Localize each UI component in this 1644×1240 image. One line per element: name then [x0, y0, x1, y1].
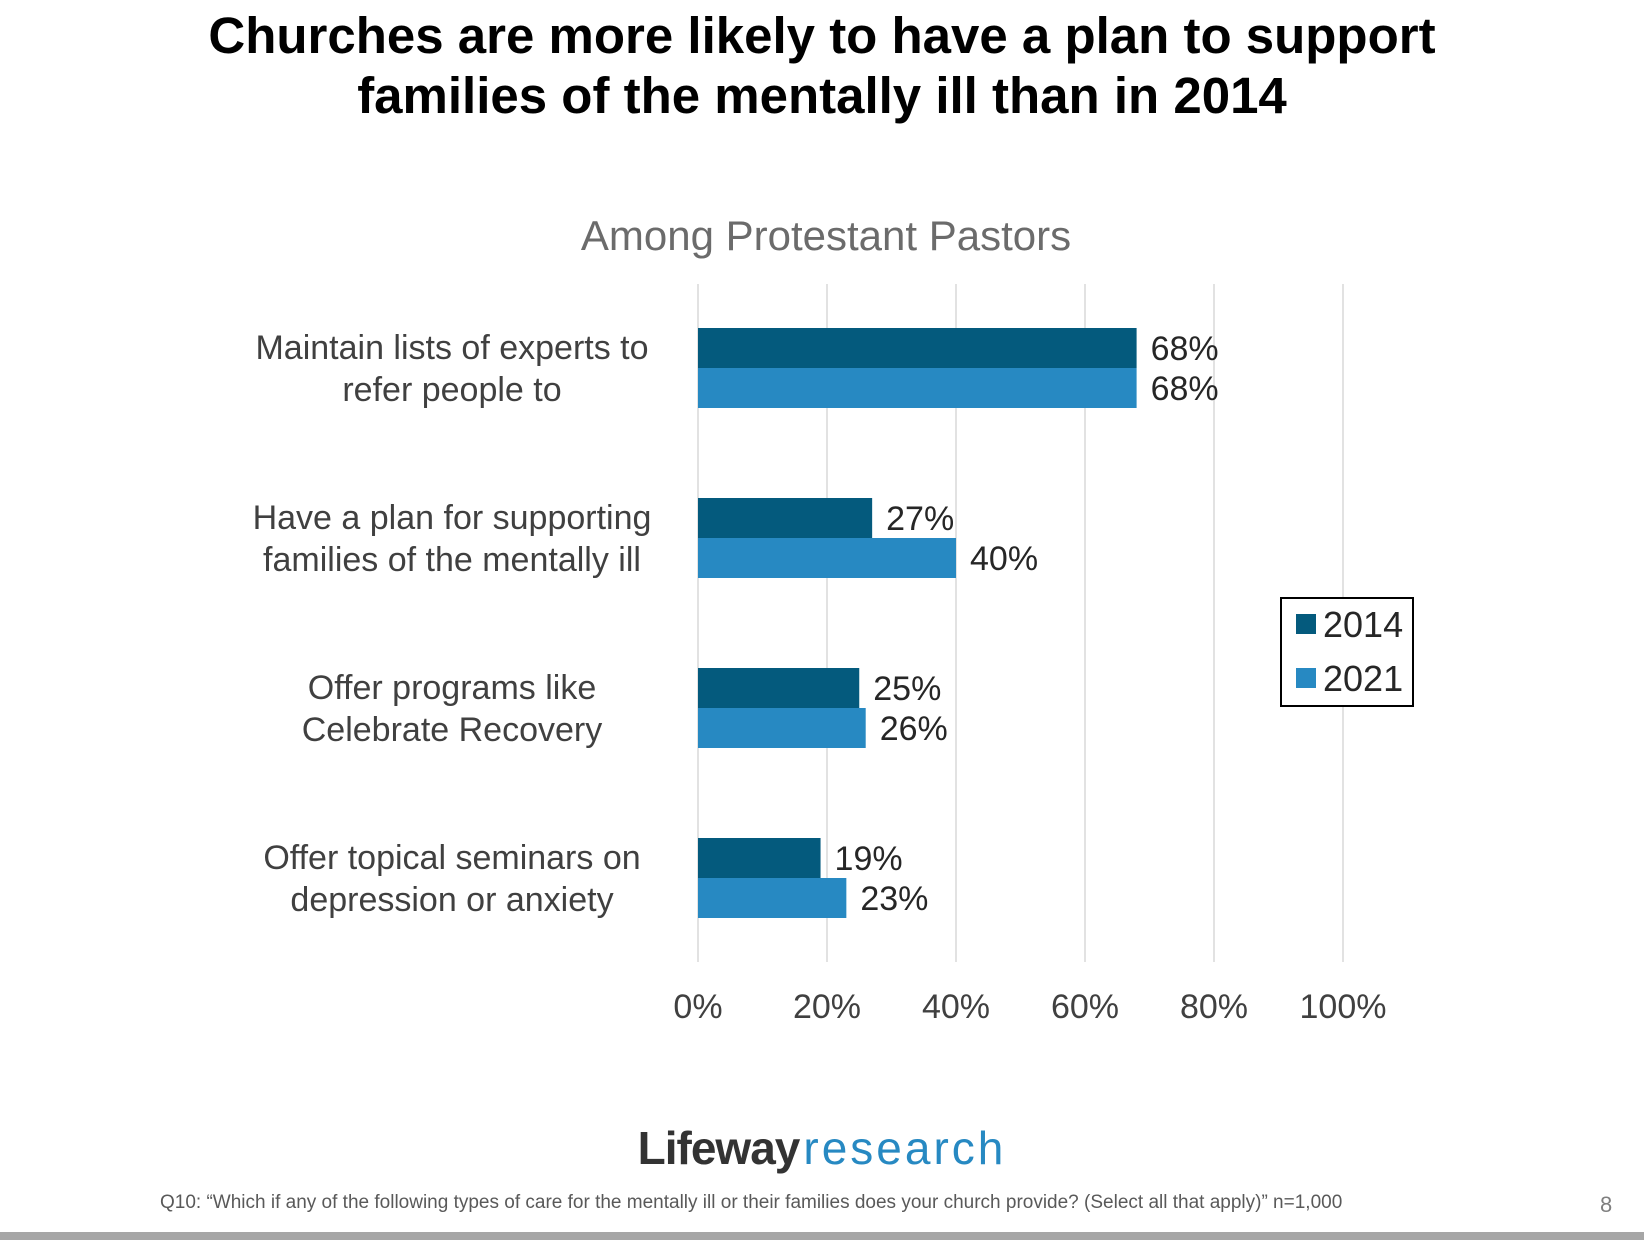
bottom-divider-bar: [0, 1232, 1644, 1240]
bar-2021-0: [698, 368, 1137, 408]
legend-label-2014: 2014: [1323, 604, 1403, 645]
legend-label-2021: 2021: [1323, 658, 1403, 699]
category-label-1-line-1: Have a plan for supporting: [253, 499, 652, 537]
slide-title-line-1: Churches are more likely to have a plan …: [208, 7, 1436, 64]
legend-swatch-2021: [1296, 668, 1316, 688]
category-label-0-line-1: Maintain lists of experts to: [255, 329, 648, 367]
x-axis-tick-labels: 0% 20% 40% 60% 80% 100%: [673, 988, 1386, 1026]
bar-2021-3: [698, 878, 847, 918]
value-label-2014-0: 68%: [1151, 330, 1219, 368]
logo-research: research: [803, 1122, 1007, 1174]
value-labels: 68%68% 27% 40% 25%26% 19%23%: [835, 330, 1219, 918]
slide-title-line-2: families of the mentally ill than in 201…: [357, 67, 1287, 124]
category-label-3-line-2: depression or anxiety: [290, 881, 613, 919]
x-tick-label-60: 60%: [1051, 988, 1119, 1026]
x-tick-label-80: 80%: [1180, 988, 1248, 1026]
bar-2021-2: [698, 708, 866, 748]
slide-title: Churches are more likely to have a plan …: [0, 6, 1644, 126]
category-label-2: Offer programs like Celebrate Recovery: [302, 669, 602, 749]
lifeway-research-logo: Lifewayresearch: [0, 1120, 1644, 1176]
category-label-3-line-1: Offer topical seminars on: [263, 839, 640, 877]
x-tick-label-20: 20%: [793, 988, 861, 1026]
category-label-1: Have a plan for supporting families of th…: [253, 499, 652, 579]
survey-question-footnote: Q10: “Which if any of the following type…: [160, 1192, 1343, 1213]
value-label-2021-1: 40%: [970, 540, 1038, 578]
category-label-3: Offer topical seminars on depression or a…: [263, 839, 640, 919]
category-label-0: Maintain lists of experts to refer people…: [255, 329, 648, 409]
bar-2014-1: [698, 498, 873, 538]
x-tick-label-100: 100%: [1300, 988, 1387, 1026]
bars: [698, 328, 1137, 918]
category-label-1-line-2: families of the mentally ill: [263, 541, 641, 579]
category-label-2-line-1: Offer programs like: [308, 669, 596, 707]
bar-2014-3: [698, 838, 821, 878]
category-labels: Maintain lists of experts to refer people…: [253, 329, 652, 919]
value-label-2014-3: 19%: [835, 840, 903, 878]
value-label-2014-2: 25%: [873, 670, 941, 708]
value-label-2021-0: 68%: [1151, 370, 1219, 408]
legend: 2014 2021: [1280, 597, 1414, 707]
bar-2014-2: [698, 668, 860, 708]
bar-2021-1: [698, 538, 956, 578]
chart-subtitle: Among Protestant Pastors: [581, 212, 1071, 259]
x-tick-label-0: 0%: [673, 988, 722, 1026]
category-label-2-line-2: Celebrate Recovery: [302, 711, 602, 749]
page-number: 8: [1600, 1192, 1613, 1217]
value-label-2014-1: 27%: [886, 500, 954, 538]
x-tick-label-40: 40%: [922, 988, 990, 1026]
bar-2014-0: [698, 328, 1137, 368]
value-label-2021-3: 23%: [860, 880, 928, 918]
category-label-0-line-2: refer people to: [342, 371, 561, 409]
value-label-2021-2: 26%: [880, 710, 948, 748]
logo-lifeway: Lifeway: [637, 1122, 801, 1174]
legend-swatch-2014: [1296, 614, 1316, 634]
